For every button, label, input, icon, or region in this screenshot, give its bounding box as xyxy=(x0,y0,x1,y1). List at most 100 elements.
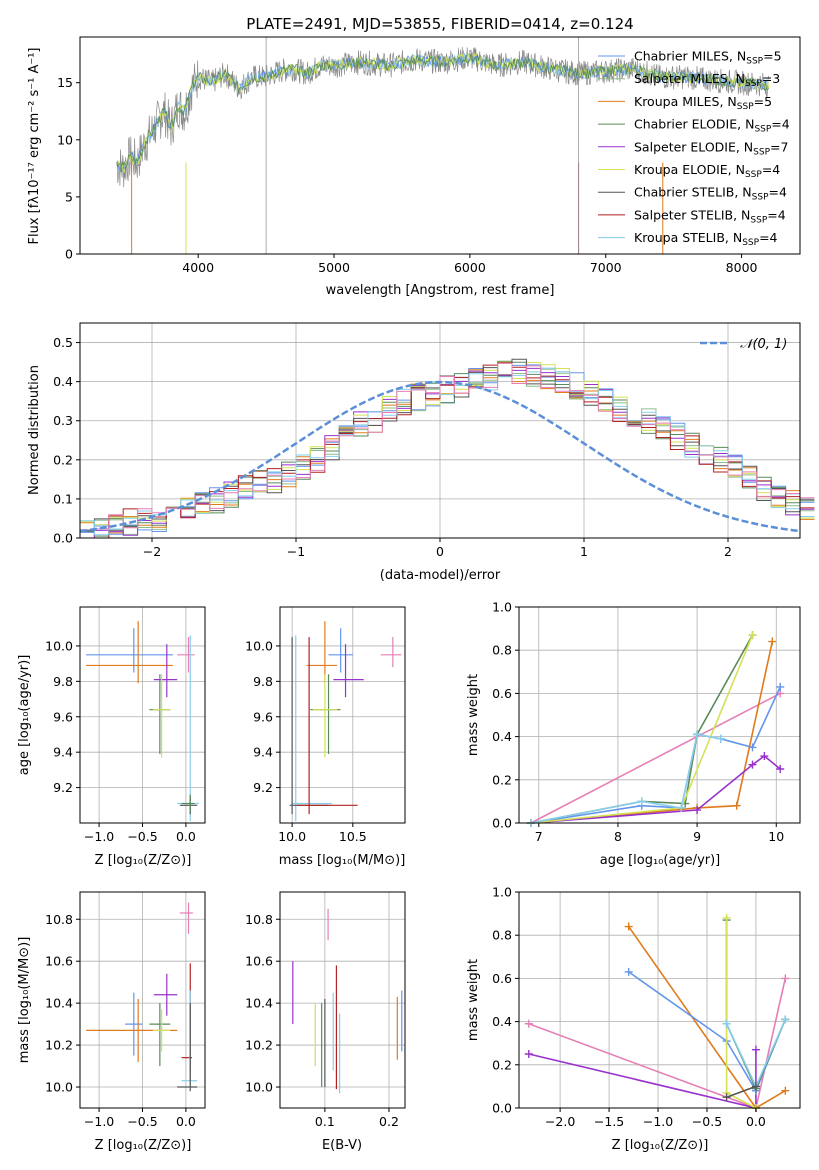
legend-label: Kroupa ELODIE, NSSP=4 xyxy=(634,162,780,180)
mass-weight-vs-Z-axes-frame xyxy=(518,891,801,1109)
age-vs-mass-axes-frame xyxy=(279,606,406,824)
y-tick-label: 9.6 xyxy=(53,709,73,724)
weight-point-marker xyxy=(722,913,731,922)
weight-series-line xyxy=(528,978,787,1110)
legend-label-text: Chabrier ELODIE, N xyxy=(634,117,754,132)
weight-point-marker xyxy=(693,806,702,815)
weight-point-marker xyxy=(751,1045,760,1054)
y-tick-label: 10.2 xyxy=(245,1038,273,1053)
spectrum-xlabel: wavelength [Angstrom, rest frame] xyxy=(326,283,555,298)
legend-label-text: Chabrier MILES, N xyxy=(634,49,746,64)
legend-label-text: Salpeter ELODIE, N xyxy=(634,139,753,154)
x-tick-label: 0.2 xyxy=(379,1114,399,1129)
weight-series-line xyxy=(726,1085,757,1098)
x-tick-label: 10.5 xyxy=(339,829,367,844)
y-tick-label: 0.4 xyxy=(492,729,512,744)
histogram-step xyxy=(80,360,815,539)
x-tick-label: 8000 xyxy=(726,260,758,275)
residual-ylabel: Normed distribution xyxy=(27,365,42,495)
x-tick-label: −0.5 xyxy=(127,1114,157,1129)
x-tick-label: 0.0 xyxy=(176,1114,196,1129)
y-tick-label: 0.1 xyxy=(53,491,73,506)
y-tick-label: 10 xyxy=(57,132,73,147)
y-tick-label: 0.8 xyxy=(492,643,512,658)
y-tick-label: 0.6 xyxy=(492,686,512,701)
weight-point-marker xyxy=(524,1050,533,1058)
y-tick-label: 0.5 xyxy=(53,335,73,350)
weight-point-marker xyxy=(716,734,725,743)
spectrum-panel: 4000 5000 6000 7000 8000 0 5 10 15 wavelength [A… xyxy=(27,36,801,298)
y-tick-label: 9.8 xyxy=(253,674,273,689)
legend-label-subscript: SSP xyxy=(742,238,759,248)
y-tick-label: 10.6 xyxy=(245,954,273,969)
legend-label: Chabrier STELIB, NSSP=4 xyxy=(634,185,787,203)
weight-point-marker xyxy=(781,1086,790,1095)
weight-point-marker xyxy=(760,752,769,761)
legend-label-subscript: SSP xyxy=(746,57,763,67)
y-tick-label: 9.2 xyxy=(253,780,273,795)
y-tick-label: 0.0 xyxy=(492,816,512,831)
weight-point-marker xyxy=(722,1093,731,1102)
x-tick-label: −1.5 xyxy=(594,1114,624,1129)
weight-point-marker xyxy=(748,760,757,769)
y-tick-label: 1.0 xyxy=(492,600,512,615)
legend-label-subscript: SSP xyxy=(745,170,762,180)
mass-weight-vs-age-ylabel: mass weight xyxy=(466,674,481,756)
y-tick-label: 0.2 xyxy=(492,1057,512,1072)
y-tick-label: 9.4 xyxy=(253,745,273,760)
figure-title: PLATE=2491, MJD=53855, FIBERID=0414, z=0… xyxy=(246,15,633,33)
legend-label-value: =5 xyxy=(763,49,781,64)
x-tick-label: 7 xyxy=(535,829,543,844)
x-tick-label: 5000 xyxy=(318,260,350,275)
weight-point-marker xyxy=(677,803,686,812)
legend-label: Kroupa STELIB, NSSP=4 xyxy=(634,230,778,248)
age-vs-mass-panel: 10.0 10.5 9.2 9.4 9.6 9.8 10.0 mass [log₁₀(M/M… xyxy=(245,606,406,868)
x-tick-label: −1.0 xyxy=(643,1114,673,1129)
mass-vs-ebv-panel: 0.1 0.2 10.0 10.2 10.4 10.6 10.8 E(B-V) xyxy=(245,891,406,1153)
weight-point-marker xyxy=(776,682,785,691)
residual-legend: 𝒩(0, 1) xyxy=(700,337,787,352)
weight-series-line xyxy=(530,641,774,824)
spectrum-model-line xyxy=(116,52,770,173)
x-tick-label: −0.5 xyxy=(692,1114,722,1129)
y-tick-label: 10.8 xyxy=(45,912,73,927)
legend-label-subscript: SSP xyxy=(750,215,767,225)
weight-point-marker xyxy=(732,801,741,810)
x-tick-label: 0.0 xyxy=(176,829,196,844)
x-tick-label: 8 xyxy=(614,829,622,844)
y-tick-label: 10.4 xyxy=(45,996,73,1011)
y-tick-label: 10.8 xyxy=(245,912,273,927)
legend-label-value: =4 xyxy=(771,117,789,132)
weight-point-marker xyxy=(524,1019,533,1028)
weight-point-marker xyxy=(768,637,777,646)
x-tick-label: 6000 xyxy=(454,260,486,275)
x-tick-label: 0 xyxy=(436,544,444,559)
legend-label-text: Kroupa STELIB, N xyxy=(634,230,742,245)
weight-series-line xyxy=(530,692,781,824)
legend-label-value: =7 xyxy=(770,139,788,154)
y-tick-label: 9.4 xyxy=(53,745,73,760)
x-tick-label: 10 xyxy=(768,829,784,844)
weight-point-marker xyxy=(693,730,702,739)
legend-label: Chabrier ELODIE, NSSP=4 xyxy=(634,117,790,135)
x-tick-label: −0.5 xyxy=(127,829,157,844)
y-tick-label: 10.0 xyxy=(245,1080,273,1095)
legend-label: Salpeter STELIB, NSSP=4 xyxy=(634,207,786,225)
legend-label: Salpeter MILES, NSSP=3 xyxy=(634,71,780,89)
legend-label-value: =4 xyxy=(769,185,787,200)
age-vs-Z-panel: −1.0 −0.5 0.0 9.2 9.4 9.6 9.8 10.0 Z [log₁₀(Z/Z… xyxy=(17,606,206,868)
legend-label-subscript: SSP xyxy=(752,193,769,203)
legend-label-subscript: SSP xyxy=(745,79,762,89)
y-tick-label: 0.0 xyxy=(53,531,73,546)
spectrum-axes-frame xyxy=(79,36,801,255)
y-tick-label: 0.8 xyxy=(492,928,512,943)
age-vs-Z-xlabel: Z [log₁₀(Z/Z⊙)] xyxy=(95,853,192,868)
x-tick-label: 7000 xyxy=(590,260,622,275)
histogram-step xyxy=(80,361,815,537)
y-tick-label: 0.2 xyxy=(53,452,73,467)
legend-label-value: =4 xyxy=(759,230,777,245)
y-tick-label: 10.0 xyxy=(245,638,273,653)
mass-vs-ebv-axes-frame xyxy=(279,891,406,1109)
x-tick-label: 4000 xyxy=(182,260,214,275)
